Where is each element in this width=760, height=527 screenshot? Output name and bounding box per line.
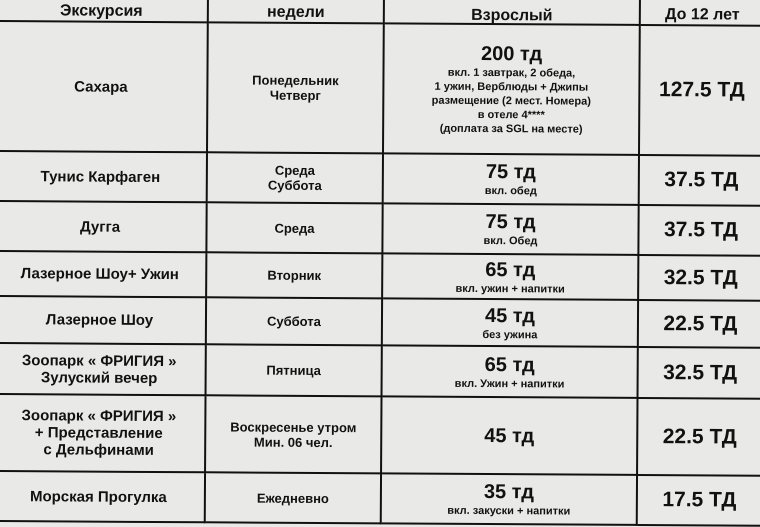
excursion-name: Зоопарк « ФРИГИЯ » Зулуский вечер (0, 342, 206, 396)
excursion-name: Тунис Карфаген (0, 151, 208, 203)
excursion-name: Зоопарк « ФРИГИЯ » + Представление с Дел… (0, 393, 206, 473)
adult-price-cell: 35 тд вкл. закуски + напитки (380, 473, 638, 525)
table-row: Сахара Понедельник Четверг 200 тд вкл. 1 за… (0, 21, 760, 156)
child-price: 22.5 ТД (637, 299, 760, 348)
price-note: вкл. Ужин + напитки (454, 377, 565, 390)
adult-price: 65 тд (485, 258, 536, 281)
header-child: До 12 лет (639, 0, 760, 26)
adult-price: 45 тд (484, 304, 536, 327)
adult-price-cell: 65 тд вкл. ужин + напитки (382, 253, 639, 300)
excursion-name: Сахара (0, 21, 208, 153)
adult-price-cell: 75 тд вкл. Обед (382, 203, 639, 255)
table-row: Зоопарк « ФРИГИЯ » Зулуский вечер Пятница… (0, 342, 760, 399)
child-price: 17.5 ТД (636, 474, 760, 526)
table-row: Зоопарк « ФРИГИЯ » + Представление с Дел… (0, 393, 760, 476)
excursion-name: Морская Прогулка (0, 470, 206, 523)
excursion-days: Воскресенье утром Мин. 06 чел. (205, 395, 382, 474)
adult-price-cell: 75 тд вкл. обед (382, 153, 639, 205)
adult-price-cell: 200 тд вкл. 1 завтрак, 2 обеда, 1 ужин, В… (382, 23, 640, 155)
adult-price: 65 тд (484, 353, 535, 376)
price-note: вкл. закуски + напитки (447, 504, 571, 518)
adult-price-cell: 45 тд (381, 396, 638, 475)
excursion-name: Лазерное Шоу (0, 296, 207, 345)
child-price: 32.5 ТД (637, 346, 760, 399)
price-note: без ужина (482, 328, 538, 341)
excursion-name: Дугга (0, 201, 207, 253)
excursion-days: Суббота (205, 297, 383, 346)
excursion-days: Вторник (206, 252, 383, 299)
adult-price: 45 тд (484, 424, 535, 447)
child-price: 32.5 ТД (638, 254, 760, 301)
price-note: вкл. ужин + напитки (455, 282, 565, 295)
excursion-days: Понедельник Четверг (207, 22, 384, 154)
price-note: вкл. обед (484, 185, 537, 198)
child-price: 127.5 ТД (638, 24, 760, 156)
header-adult: Взрослый (383, 0, 640, 25)
table-row: Дугга Среда 75 тд вкл. Обед 37.5 ТД (0, 201, 760, 256)
price-note: вкл. Обед (483, 234, 538, 248)
header-days: недели (207, 0, 384, 24)
table-row: Лазерное Шоу Суббота 45 тд без ужина 22.5 ТД (0, 296, 760, 348)
adult-price: 75 тд (485, 161, 536, 184)
adult-price: 35 тд (483, 481, 535, 504)
table-row: Тунис Карфаген Среда Суббота 75 тд вкл. обе… (0, 151, 760, 206)
price-note: вкл. 1 завтрак, 2 обеда, 1 ужин, Верблюд… (431, 66, 591, 136)
child-price: 37.5 ТД (638, 204, 760, 256)
excursion-days: Пятница (205, 344, 382, 397)
excursion-name: Лазерное Шоу+ Ужин (0, 251, 207, 298)
adult-price: 200 тд (480, 42, 543, 66)
table-row: Морская Прогулка Ежедневно 35 тд вкл. закус… (0, 470, 760, 526)
adult-price-cell: 45 тд без ужина (381, 298, 639, 347)
child-price: 37.5 ТД (638, 154, 760, 206)
header-excursion: Экскурсия (0, 0, 208, 23)
table-row: Лазерное Шоу+ Ужин Вторник 65 тд вкл. ужин … (0, 251, 760, 301)
adult-price-cell: 65 тд вкл. Ужин + напитки (381, 345, 638, 398)
child-price: 22.5 ТД (637, 397, 760, 476)
adult-price: 75 тд (485, 211, 536, 234)
excursion-days: Среда Суббота (206, 152, 383, 204)
excursion-days: Среда (206, 202, 383, 254)
excursion-days: Ежедневно (204, 472, 382, 524)
